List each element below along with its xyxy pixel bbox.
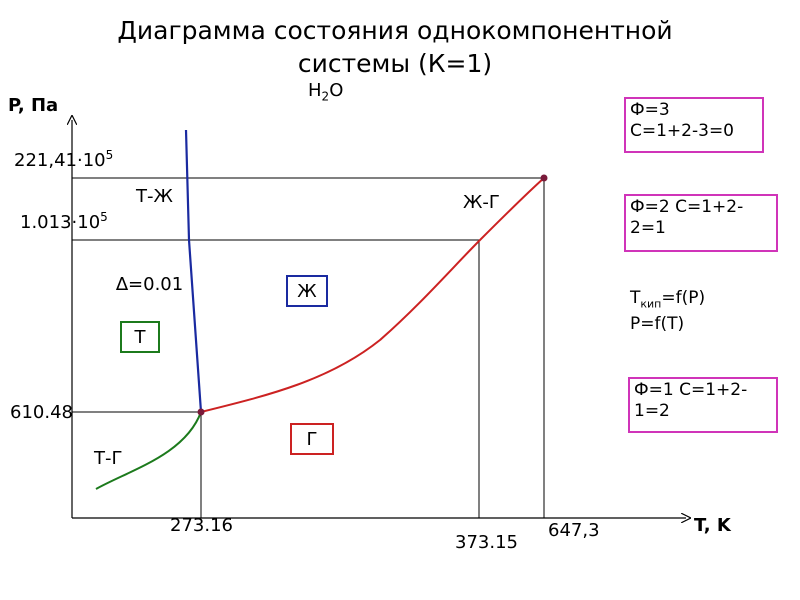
x-tick-boil: 373.15 — [455, 532, 518, 553]
y-tick-triple: 610.48 — [10, 402, 73, 423]
one-phase-info: Ф=1 С=1+2- 1=2 — [628, 377, 778, 433]
solid-liquid-curve — [184, 129, 203, 413]
x-axis-label: T, K — [694, 515, 731, 536]
liquid-phase-box: Ж — [286, 275, 328, 307]
diagram-title: Диаграмма состояния однокомпонентной сис… — [117, 16, 673, 78]
y-axis-label: P, Па — [8, 95, 59, 116]
formula-subscript: 2 — [321, 89, 330, 104]
liquid-gas-curve — [200, 177, 545, 413]
y-tick-critical-mantissa: 221,41·10 — [14, 150, 106, 171]
x-tick-critical: 647,3 — [548, 520, 600, 541]
solid-gas-label: Т-Г — [94, 448, 123, 469]
y-tick-atm-mantissa: 1.013·10 — [20, 212, 101, 233]
boiling-t-base: T — [630, 288, 641, 308]
boiling-t-rest: =f(P) — [661, 288, 706, 308]
y-tick-atm-exponent: 5 — [100, 210, 108, 224]
y-tick-critical-exponent: 5 — [105, 148, 114, 162]
liquid-gas-label: Ж-Г — [463, 192, 500, 213]
formula-base: H — [308, 80, 322, 101]
x-tick-triple: 273.16 — [170, 515, 233, 536]
two-phase-info: Ф=2 С=1+2- 2=1 — [624, 194, 778, 252]
solid-phase-box: Т — [120, 321, 160, 353]
triple-point — [197, 408, 205, 416]
boiling-info-line1: Tкип=f(P) — [630, 288, 705, 314]
boiling-info: Tкип=f(P) P=f(T) — [630, 288, 705, 335]
boiling-t-sub: кип — [640, 297, 662, 311]
y-tick-atm: 1.013·105 — [20, 210, 108, 233]
delta-label: ∆=0.01 — [116, 274, 184, 295]
triple-point-info: Ф=3 С=1+2-3=0 — [624, 97, 764, 153]
critical-point — [540, 174, 548, 182]
gas-phase-box: Г — [290, 423, 334, 455]
boiling-info-line2: P=f(T) — [630, 314, 685, 335]
solid-liquid-label: Т-Ж — [136, 186, 173, 207]
formula-rest: O — [329, 80, 344, 101]
substance-formula: H2O — [308, 80, 343, 104]
y-tick-critical: 221,41·105 — [14, 148, 113, 171]
solid-gas-curve — [95, 411, 202, 490]
